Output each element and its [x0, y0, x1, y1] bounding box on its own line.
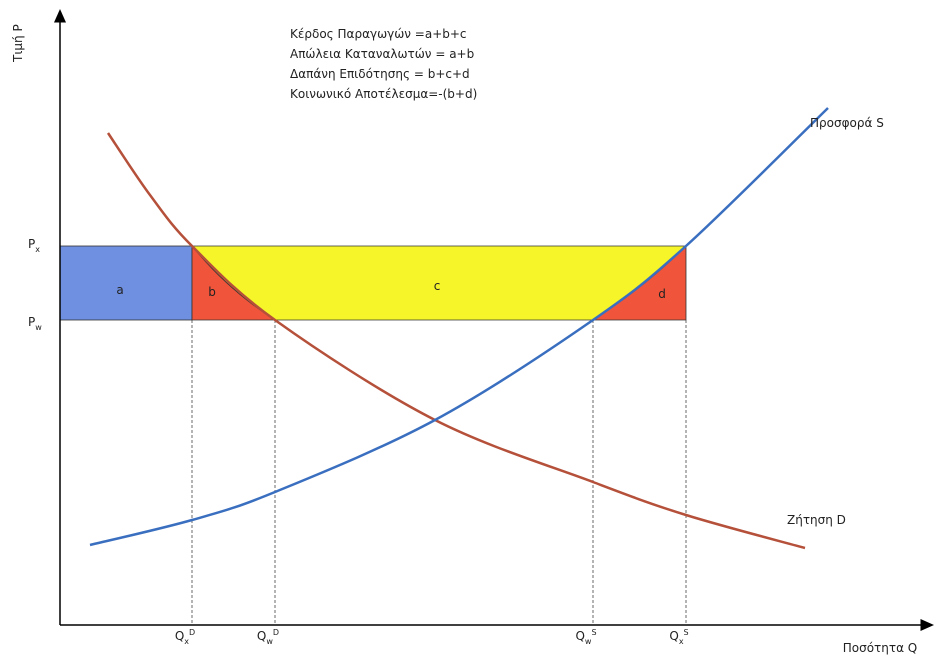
tick-label: QxD: [175, 628, 195, 646]
legend-line: Κέρδος Παραγωγών =a+b+c: [290, 27, 467, 41]
supply-label: Προσφορά S: [810, 116, 884, 130]
legend-line: Κοινωνικό Αποτέλεσμα=-(b+d): [290, 87, 477, 101]
area-label: b: [208, 285, 216, 299]
tick-sub: w: [266, 637, 273, 646]
y-axis-label: Τιμή P: [11, 24, 25, 63]
tick-sub: w: [585, 637, 592, 646]
tick-label: Pw: [28, 315, 42, 332]
tick-base: P: [28, 315, 35, 329]
tick-sub: x: [35, 245, 40, 254]
demand-curve: [106, 132, 806, 550]
area-a: [59, 245, 193, 321]
tick-sup: D: [273, 628, 279, 637]
legend-line: Απώλεια Καταναλωτών = a+b: [290, 47, 474, 61]
tick-sup: D: [189, 628, 195, 637]
tick-sub: w: [35, 323, 42, 332]
tick-sub: x: [679, 637, 684, 646]
tick-label: QxS: [669, 628, 688, 646]
guides: [191, 320, 687, 625]
demand-label: Ζήτηση D: [787, 513, 846, 527]
area-label: c: [434, 279, 441, 293]
tick-base: Q: [257, 629, 266, 643]
tick-base: Q: [175, 629, 184, 643]
tick-base: Q: [669, 629, 678, 643]
legend-line: Δαπάνη Επιδότησης = b+c+d: [290, 67, 470, 81]
tick-sup: S: [684, 628, 689, 637]
tick-label: QwD: [257, 628, 279, 646]
supply-curve: [89, 107, 829, 547]
tick-label: Px: [28, 237, 40, 254]
legend: Κέρδος Παραγωγών =a+b+c Απώλεια Καταναλω…: [290, 27, 477, 101]
tick-sup: S: [591, 628, 596, 637]
tick-label: QwS: [575, 628, 596, 646]
tick-base: P: [28, 237, 35, 251]
x-axis-label: Ποσότητα Q: [843, 641, 918, 655]
area-label: d: [658, 287, 666, 301]
area-label: a: [116, 283, 123, 297]
tick-base: Q: [575, 629, 584, 643]
tick-sub: x: [184, 637, 189, 646]
